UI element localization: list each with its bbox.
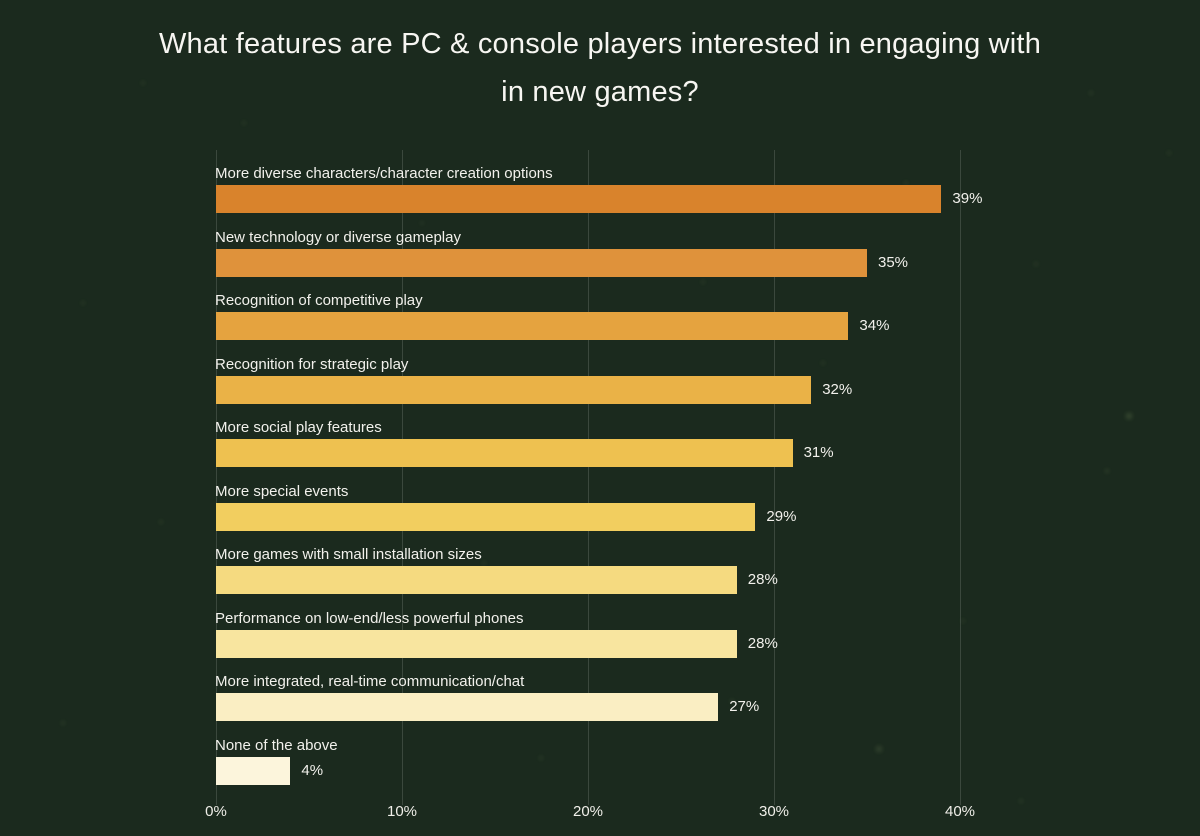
x-axis-tick-label: 20%	[572, 803, 604, 820]
bar-value-label: 35%	[878, 253, 909, 271]
bar	[216, 185, 942, 213]
bar-category-label: None of the above	[215, 736, 338, 754]
bar	[216, 375, 812, 404]
gridline-0%	[216, 150, 217, 805]
bar-category-label: More diverse characters/character creati…	[215, 165, 553, 182]
bar	[216, 756, 291, 785]
bar-category-label: Recognition of competitive play	[215, 292, 423, 310]
bar-category-label: Performance on low-end/less powerful pho…	[215, 609, 524, 627]
x-axis-tick-label: 40%	[944, 803, 976, 820]
gridline-40%	[960, 150, 961, 805]
chart-title: What features are PC & console players i…	[0, 20, 1200, 116]
bar	[216, 439, 793, 468]
gridline-20%	[588, 150, 589, 805]
x-axis-tick-label: 10%	[386, 803, 418, 820]
bar	[216, 629, 737, 658]
bar	[216, 502, 756, 531]
x-axis-tick-label: 0%	[205, 803, 227, 820]
plot-area: 0% 10% 20% 30% 40% More diverse characters/ch…	[205, 150, 1006, 836]
chart-title-line-2: in new games?	[501, 76, 699, 108]
bar-value-label: 29%	[766, 507, 797, 525]
bar-category-label: More special events	[215, 482, 349, 500]
gridline-10%	[402, 150, 403, 805]
chart-title-line-1: What features are PC & console players i…	[158, 28, 1042, 60]
bar	[216, 248, 867, 277]
bar-category-label: New technology or diverse gameplay	[215, 228, 461, 246]
bar-category-label: More social play features	[215, 419, 382, 437]
bar-value-label: 39%	[952, 190, 983, 207]
x-axis-tick-label: 30%	[758, 803, 790, 820]
bar-value-label: 31%	[803, 444, 834, 462]
bar-value-label: 34%	[859, 317, 890, 335]
bar-category-label: More integrated, real-time communication…	[215, 673, 525, 691]
gridline-30%	[774, 150, 775, 805]
bar	[216, 312, 849, 341]
star-speckles	[0, 0, 2, 2]
bar-category-label: More games with small installation sizes	[215, 546, 482, 564]
bar-value-label: 32%	[822, 380, 853, 398]
bar	[216, 566, 737, 595]
bar	[216, 693, 719, 722]
bar-value-label: 28%	[747, 571, 778, 589]
bar-value-label: 4%	[301, 761, 324, 779]
bar-category-label: Recognition for strategic play	[215, 355, 409, 373]
bar-value-label: 28%	[747, 634, 778, 652]
bar-value-label: 27%	[729, 698, 760, 716]
